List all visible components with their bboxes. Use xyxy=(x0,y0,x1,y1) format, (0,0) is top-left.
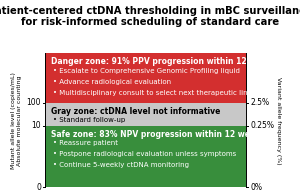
Text: • Postpone radiological evaluation unless symptoms: • Postpone radiological evaluation unles… xyxy=(53,151,236,157)
Text: 2.5%: 2.5% xyxy=(250,98,269,108)
FancyBboxPatch shape xyxy=(45,103,246,126)
Text: • Standard follow-up: • Standard follow-up xyxy=(53,117,125,123)
Text: • Reassure patient: • Reassure patient xyxy=(53,140,118,146)
Text: Gray zone: ctDNA level not informative: Gray zone: ctDNA level not informative xyxy=(51,107,220,116)
Text: 0%: 0% xyxy=(250,183,262,191)
Text: Safe zone: 83% NPV progression within 12 weeks: Safe zone: 83% NPV progression within 12… xyxy=(51,130,265,139)
Text: Danger zone: 91% PPV progression within 12 weeks: Danger zone: 91% PPV progression within … xyxy=(51,57,276,66)
Text: Mutant allele level (copies/mL)
Absolute molecular counting: Mutant allele level (copies/mL) Absolute… xyxy=(11,72,22,169)
Text: Patient-centered ctDNA thresholding in mBC surveillance
for risk-informed schedu: Patient-centered ctDNA thresholding in m… xyxy=(0,6,300,27)
Text: 0: 0 xyxy=(36,183,41,191)
FancyBboxPatch shape xyxy=(45,126,246,187)
FancyBboxPatch shape xyxy=(45,53,246,103)
Text: • Multidisciplinary consult to select next therapeutic line: • Multidisciplinary consult to select ne… xyxy=(53,90,252,96)
Text: • Escalate to Comprehensive Genomic Profiling liquid: • Escalate to Comprehensive Genomic Prof… xyxy=(53,67,240,74)
Text: • Continue 5-weekly ctDNA monitoring: • Continue 5-weekly ctDNA monitoring xyxy=(53,162,189,168)
Text: 10: 10 xyxy=(32,121,41,130)
Text: Variant allele frequency (%): Variant allele frequency (%) xyxy=(276,77,281,164)
Text: 100: 100 xyxy=(26,98,41,108)
Text: 0.25%: 0.25% xyxy=(250,121,274,130)
Text: • Advance radiological evaluation: • Advance radiological evaluation xyxy=(53,79,171,85)
